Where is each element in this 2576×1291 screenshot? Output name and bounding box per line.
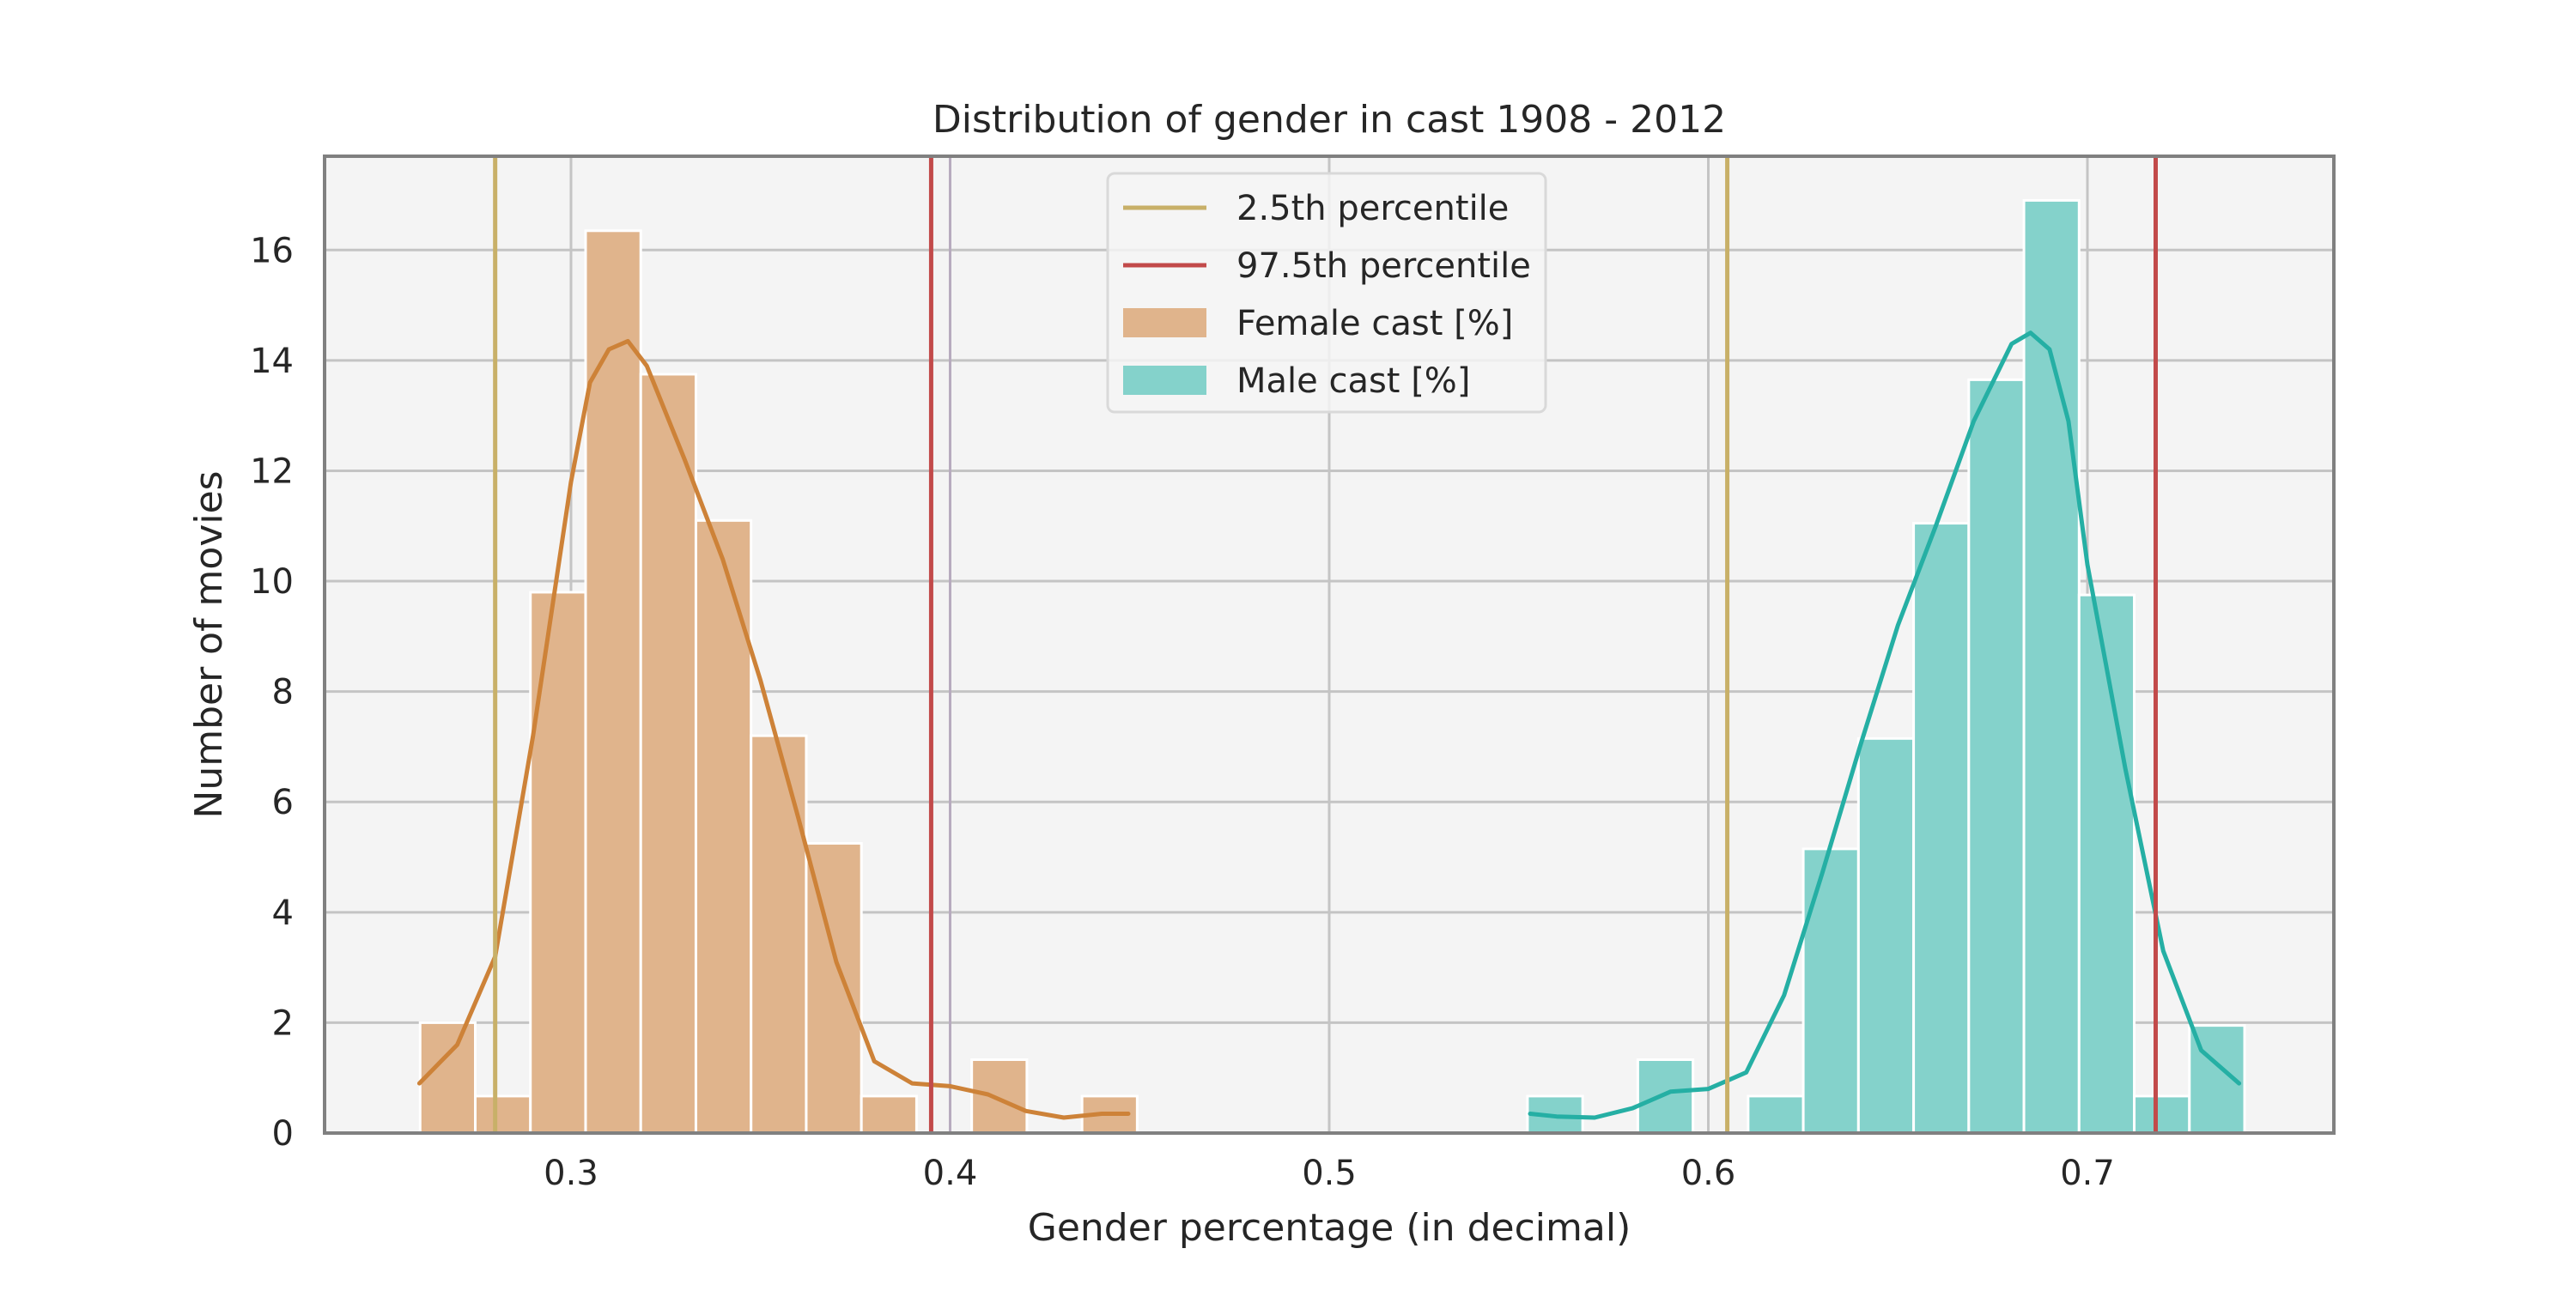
ticks-layer: 0.3 0.4 0.5 0.6 0.7 0 2 4 6 8 10 12 14 16 (250, 231, 2115, 1193)
histogram-bar-female-10 (970, 1058, 1029, 1135)
histogram-bar-female-4 (639, 373, 697, 1135)
histogram-bar-female-8 (860, 1094, 918, 1135)
histogram-bar-male-6 (1856, 736, 1916, 1135)
lines-layer (416, 330, 2242, 1120)
legend-label-2-5th-percentile: 2.5th percentile (1236, 189, 1509, 228)
chart-title: Distribution of gender in cast 1908 - 20… (933, 98, 1726, 142)
y-tick-label-7: 14 (250, 342, 294, 381)
legend-swatch-female-cast (1123, 308, 1206, 337)
histogram-bar-female-2 (529, 591, 587, 1135)
histogram-bar-male-4 (1747, 1094, 1805, 1135)
reference-lines-layer (493, 156, 2158, 1133)
histogram-bar-male-7 (1912, 522, 1971, 1135)
y-tick-label-0: 0 (272, 1114, 294, 1154)
histogram-bar-female-5 (694, 518, 753, 1135)
legend-label-female-cast: Female cast [%] (1236, 304, 1513, 343)
histogram-bar-male-8 (1967, 378, 2026, 1135)
histogram-bar-male-2 (1636, 1058, 1695, 1135)
kde-line-female (416, 338, 1131, 1120)
legend-label-male-cast: Male cast [%] (1236, 361, 1470, 401)
histogram-bar-male-10 (2077, 593, 2136, 1135)
histogram-bar-female-7 (805, 841, 863, 1135)
legend: 2.5th percentile 97.5th percentile Female … (1106, 172, 1547, 414)
x-tick-label-4: 0.7 (2060, 1154, 2115, 1193)
y-tick-label-4: 8 (272, 673, 294, 712)
y-axis-label: Number of movies (187, 470, 231, 818)
y-tick-label-8: 16 (250, 231, 294, 270)
y-tick-label-3: 6 (272, 783, 294, 822)
plot-frame (323, 155, 2336, 1135)
y-tick-label-1: 2 (272, 1003, 294, 1043)
histogram-bar-female-6 (750, 734, 808, 1135)
x-tick-label-2: 0.5 (1302, 1154, 1357, 1193)
histogram-bar-female-0 (418, 1021, 477, 1135)
y-tick-label-2: 4 (272, 894, 294, 933)
histogram-bar-male-11 (2133, 1094, 2191, 1135)
histogram-bar-male-9 (2022, 198, 2081, 1135)
kde-line-male (1528, 330, 2242, 1120)
legend-swatch-male-cast (1123, 366, 1206, 395)
histogram-bar-male-5 (1801, 847, 1860, 1135)
x-tick-label-1: 0.4 (923, 1154, 978, 1193)
histogram-bar-female-1 (474, 1094, 532, 1135)
y-tick-label-5: 10 (250, 562, 294, 602)
x-tick-label-0: 0.3 (544, 1154, 598, 1193)
histogram-bar-female-3 (584, 229, 642, 1135)
legend-label-97-5th-percentile: 97.5th percentile (1236, 246, 1531, 286)
x-axis-label: Gender percentage (in decimal) (1028, 1206, 1631, 1250)
y-tick-label-6: 12 (250, 452, 294, 491)
legend-box (1106, 172, 1547, 414)
x-tick-label-3: 0.6 (1681, 1154, 1736, 1193)
